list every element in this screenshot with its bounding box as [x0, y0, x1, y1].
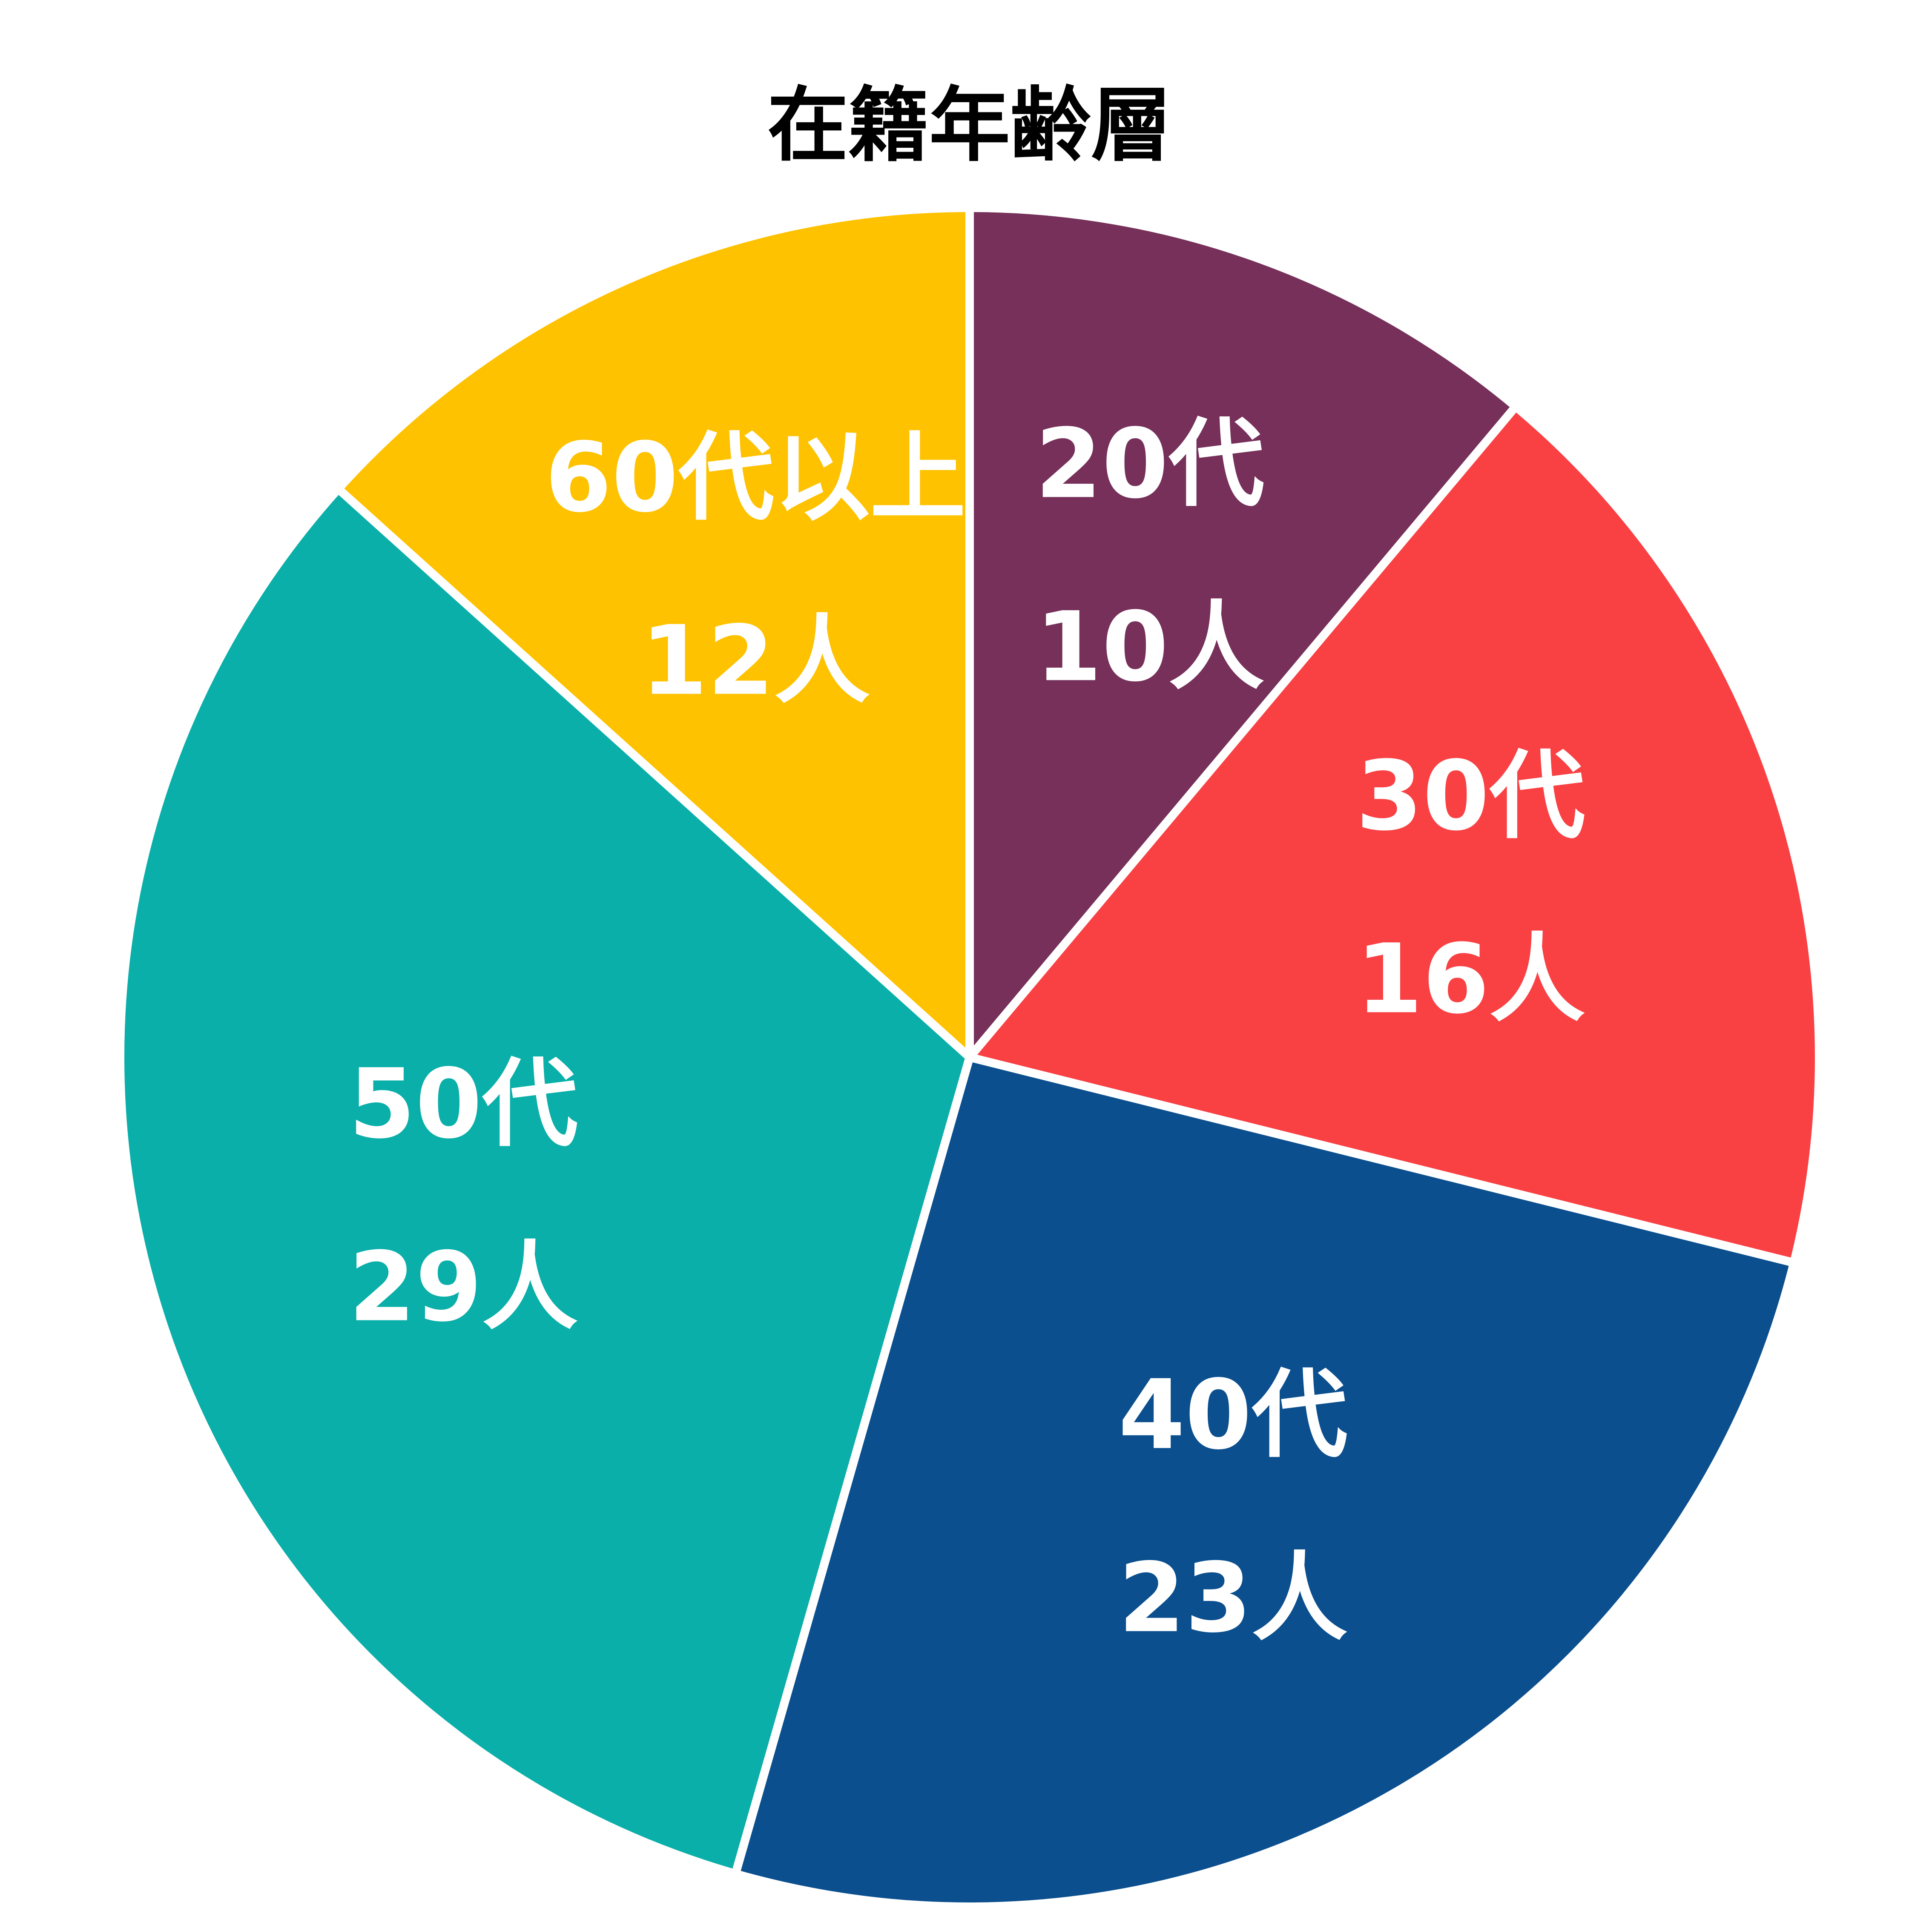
pie-slice: [334, 204, 974, 1062]
pie-slice: [116, 485, 974, 1878]
pie-slice: [731, 1053, 1798, 1911]
slice-category-label: 60代以上: [545, 422, 966, 534]
slice-value-label: 23人: [1118, 1543, 1347, 1654]
chart-title: 在籍年齢層: [767, 78, 1172, 172]
slice-category-label: 40代: [1118, 1360, 1347, 1471]
slice-category-label: 20代: [1035, 408, 1264, 520]
slice-category-label: 30代: [1356, 740, 1585, 852]
slice-value-label: 16人: [1356, 924, 1585, 1035]
pie-slice: [965, 402, 1823, 1267]
slice-category-label: 50代: [349, 1048, 578, 1160]
slice-value-label: 10人: [1035, 591, 1264, 703]
slice-value-label: 12人: [641, 605, 870, 717]
pie-slice: [965, 204, 1520, 1062]
slice-value-label: 29人: [349, 1231, 578, 1343]
